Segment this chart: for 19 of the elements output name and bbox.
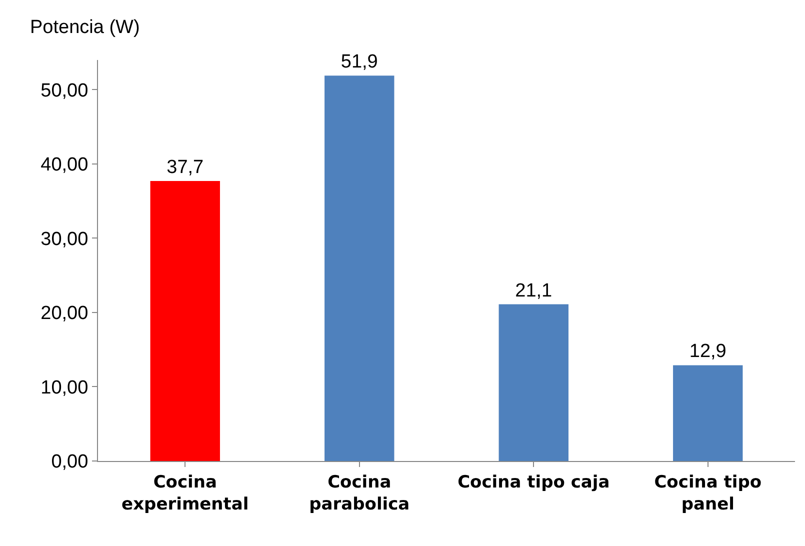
y-tick-label: 30,00 [40,228,88,250]
bar [150,181,220,461]
y-axis-title: Potencia (W) [30,17,140,38]
x-tick-label: Cocina tipo caja [458,472,610,492]
bar [673,365,743,461]
x-tick-label: Cocina tipo panel [654,472,762,514]
data-label: 51,9 [340,52,378,73]
y-tick-label: 10,00 [40,377,88,398]
bar [498,304,568,461]
bar [324,76,394,461]
data-label: 12,9 [689,341,726,362]
x-tick-label: Cocina parabolica [309,472,410,514]
data-label: 37,7 [166,157,204,178]
x-tick-label: Cocina experimental [122,472,249,514]
y-tick-label: 50,00 [40,80,88,102]
y-tick-label: 20,00 [40,303,88,324]
data-label: 21,1 [515,280,552,302]
y-tick-label: 0,00 [51,452,88,473]
y-tick-label: 40,00 [40,154,88,176]
